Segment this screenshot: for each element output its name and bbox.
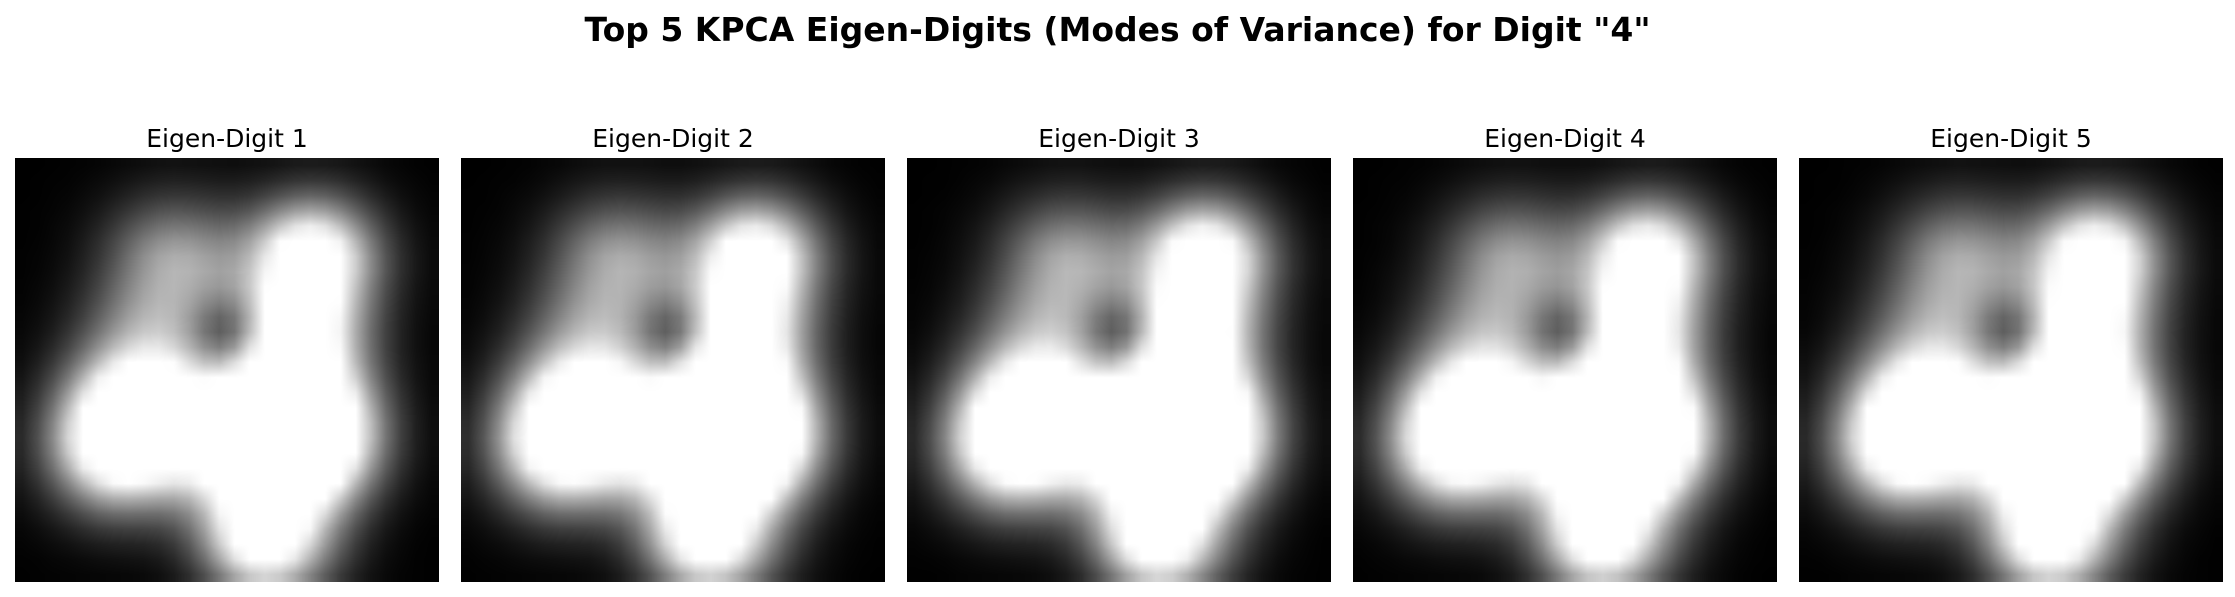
- eigen-digit-panel-1: Eigen-Digit 1: [15, 120, 439, 586]
- eigen-digit-image-2: [461, 158, 885, 582]
- panel-title-2: Eigen-Digit 2: [592, 124, 754, 153]
- eigen-digit-panel-2: Eigen-Digit 2: [461, 120, 885, 586]
- eigen-digit-image-4: [1353, 158, 1777, 582]
- eigen-digit-image-3: [907, 158, 1331, 582]
- eigen-digit-panel-4: Eigen-Digit 4: [1353, 120, 1777, 586]
- eigen-digit-panel-3: Eigen-Digit 3: [907, 120, 1331, 586]
- panel-title-1: Eigen-Digit 1: [146, 124, 308, 153]
- figure-title: Top 5 KPCA Eigen-Digits (Modes of Varian…: [584, 10, 1651, 49]
- eigen-digit-panel-5: Eigen-Digit 5: [1799, 120, 2223, 586]
- panel-title-5: Eigen-Digit 5: [1930, 124, 2092, 153]
- panel-title-3: Eigen-Digit 3: [1038, 124, 1200, 153]
- panel-title-4: Eigen-Digit 4: [1484, 124, 1646, 153]
- eigen-digit-image-5: [1799, 158, 2223, 582]
- eigen-digit-image-1: [15, 158, 439, 582]
